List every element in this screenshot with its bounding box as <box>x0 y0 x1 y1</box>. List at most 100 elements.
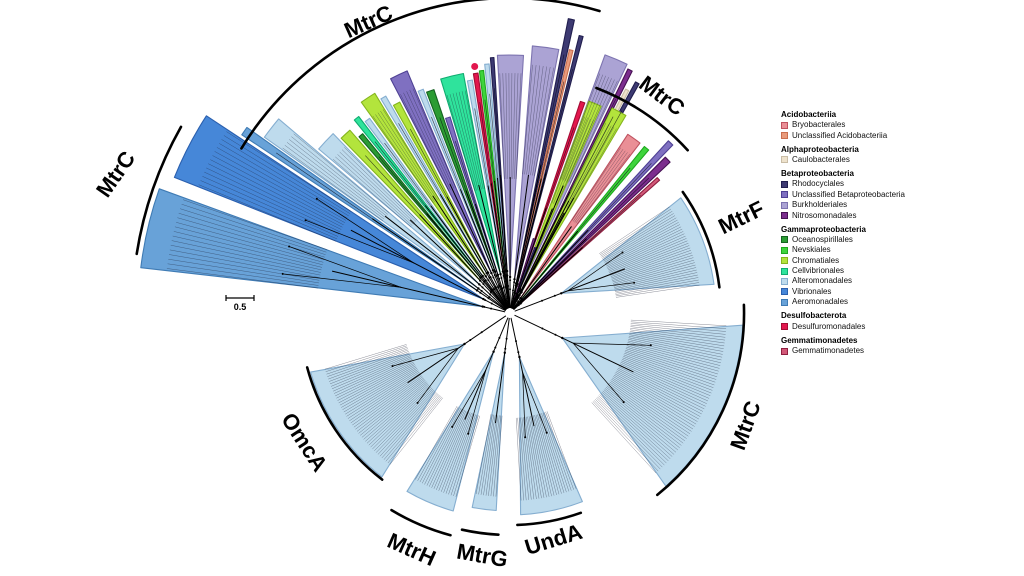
leaf-line <box>615 282 700 297</box>
leaf-line <box>372 388 434 450</box>
leaf-line <box>611 250 692 279</box>
leaf-line <box>606 385 684 444</box>
clade-label-mtrg: MtrG <box>455 539 510 573</box>
node-dot <box>518 355 521 359</box>
leaf-line <box>599 208 672 256</box>
node-dot <box>516 298 519 301</box>
branch-line <box>513 247 583 310</box>
branch-line <box>512 226 572 310</box>
leaf-line <box>324 344 407 370</box>
node-dot <box>281 272 284 275</box>
leaf-line <box>327 348 408 377</box>
leaf-line <box>609 240 688 273</box>
node-dot <box>469 339 472 341</box>
leaf-line <box>605 386 682 446</box>
legend-label: Bryobacterales <box>792 120 846 130</box>
leaf-line <box>177 217 325 260</box>
node-dot <box>505 337 508 340</box>
leaf-line <box>173 231 323 268</box>
leaf-line <box>609 381 689 437</box>
leaf-line <box>331 355 411 390</box>
branch-line <box>511 207 547 309</box>
node-dot <box>315 197 318 200</box>
leaf-line <box>183 199 328 250</box>
legend-group: Gemmatimonadetes Gemmatimonadetes <box>781 335 981 356</box>
legend-item: Gemmatimonadetes <box>781 346 981 356</box>
leaf-line <box>623 356 713 391</box>
legend-swatch-alteromonadales <box>781 277 788 285</box>
leaf-line <box>219 143 348 219</box>
legend-swatch-caulobacterales <box>781 156 788 164</box>
branch-line <box>510 174 529 309</box>
leaf-line <box>600 210 673 257</box>
node-dot <box>492 276 495 279</box>
leaf-line <box>345 369 418 415</box>
legend-swatch-chromatiales <box>781 257 788 265</box>
leaf-line <box>344 147 418 221</box>
clade-wedge-nevskiales <box>478 69 506 272</box>
clade-wedge-oceanospirillales <box>426 89 496 273</box>
legend-group-title: Gammaproteobacteria <box>781 224 866 234</box>
node-dot <box>541 299 543 302</box>
node-dot <box>490 307 493 310</box>
branch-line <box>522 372 526 438</box>
clade-wedge-alteromonadales <box>560 197 715 294</box>
legend-label: Gemmatimonadetes <box>792 346 865 356</box>
clade-label-mtrc-left: MtrC <box>91 146 140 201</box>
legend-item: Oceanospirillales <box>781 235 981 245</box>
leaf-line <box>200 180 338 240</box>
branch-line <box>305 219 414 264</box>
node-dot <box>494 346 497 349</box>
leaf-line <box>355 377 424 430</box>
leaf-line <box>613 262 695 286</box>
leaf-line <box>541 413 567 493</box>
leaf-line <box>210 159 343 228</box>
node-dot <box>288 245 291 248</box>
branch-line <box>282 273 402 288</box>
leaf-line <box>626 345 719 372</box>
leaf-line <box>461 91 484 190</box>
leaf-line <box>569 80 618 184</box>
leaf-line <box>614 373 698 422</box>
node-dot <box>484 279 487 282</box>
node-dot <box>463 342 466 346</box>
leaf-line <box>216 147 347 221</box>
leaf-line <box>568 79 615 183</box>
legend-item: Rhodocyclales <box>781 179 981 189</box>
leaf-line <box>613 376 695 427</box>
leaf-line <box>614 269 697 290</box>
leaf-line <box>352 375 422 426</box>
leaf-line <box>612 254 693 281</box>
clade-arc-mtrh <box>390 508 452 537</box>
legend-group-title: Gemmatimonadetes <box>781 335 858 345</box>
branch-line <box>451 369 487 428</box>
node-dot <box>490 302 493 305</box>
legend-swatch-nevskiales <box>781 246 788 254</box>
leaf-line <box>569 128 617 211</box>
leaf-line <box>495 415 503 497</box>
leaf-line <box>284 144 385 220</box>
node-dot <box>496 273 500 277</box>
clade-label-mtrc-top: MtrC <box>340 0 396 43</box>
leaf-line <box>625 349 717 380</box>
branch-line <box>572 342 624 403</box>
leaf-line <box>605 226 682 266</box>
leaf-line <box>363 383 429 440</box>
leaf-line <box>412 88 456 188</box>
clade-wedge-chromatiales <box>360 92 487 277</box>
leaf-line <box>616 370 701 417</box>
leaf-line <box>612 257 694 283</box>
leaf-line <box>544 412 572 491</box>
leaf-line <box>458 91 482 190</box>
leaf-line <box>475 414 492 495</box>
leaf-line <box>521 417 532 500</box>
leaf-line <box>630 324 726 335</box>
leaf-line <box>433 411 468 489</box>
leaf-line <box>202 176 339 237</box>
node-dot <box>498 277 501 280</box>
leaf-line <box>572 149 624 222</box>
leaf-line <box>556 120 594 206</box>
leaf-line <box>626 346 718 375</box>
leaf-line <box>610 380 691 435</box>
node-dot <box>545 431 548 434</box>
